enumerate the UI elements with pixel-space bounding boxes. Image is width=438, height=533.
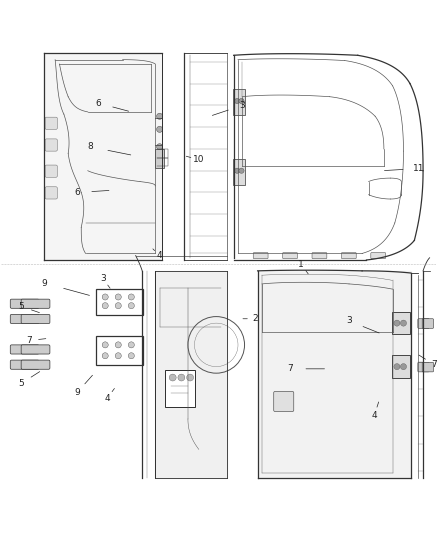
Text: 10: 10 — [193, 155, 205, 164]
Circle shape — [239, 99, 244, 103]
Circle shape — [156, 113, 162, 119]
FancyBboxPatch shape — [165, 370, 195, 407]
Text: 3: 3 — [240, 101, 245, 110]
FancyBboxPatch shape — [422, 362, 434, 372]
Circle shape — [102, 353, 108, 359]
Circle shape — [234, 168, 240, 173]
Circle shape — [400, 320, 406, 326]
Circle shape — [169, 374, 176, 381]
FancyBboxPatch shape — [392, 356, 410, 378]
FancyBboxPatch shape — [274, 391, 294, 411]
FancyBboxPatch shape — [21, 360, 50, 369]
Polygon shape — [155, 271, 227, 478]
Text: 4: 4 — [371, 411, 377, 420]
Circle shape — [234, 99, 240, 103]
Circle shape — [156, 155, 162, 160]
FancyBboxPatch shape — [45, 187, 57, 199]
Text: 5: 5 — [19, 302, 25, 311]
FancyBboxPatch shape — [96, 336, 143, 365]
Text: 7: 7 — [26, 336, 32, 345]
Circle shape — [128, 353, 134, 359]
Text: 7: 7 — [287, 365, 293, 373]
Circle shape — [400, 364, 406, 370]
Text: 1: 1 — [298, 260, 304, 269]
Text: 9: 9 — [41, 279, 47, 287]
FancyBboxPatch shape — [21, 299, 50, 308]
Text: 2: 2 — [253, 314, 258, 323]
Circle shape — [156, 144, 162, 150]
FancyBboxPatch shape — [392, 312, 410, 334]
Text: 8: 8 — [87, 142, 93, 151]
FancyBboxPatch shape — [418, 319, 429, 328]
Circle shape — [394, 320, 400, 326]
Polygon shape — [44, 53, 162, 260]
Text: 4: 4 — [105, 393, 110, 402]
FancyBboxPatch shape — [10, 314, 39, 324]
FancyBboxPatch shape — [10, 345, 39, 354]
Text: 6: 6 — [96, 99, 102, 108]
FancyBboxPatch shape — [21, 345, 50, 354]
FancyBboxPatch shape — [45, 139, 57, 151]
FancyBboxPatch shape — [10, 299, 39, 308]
Circle shape — [102, 294, 108, 300]
FancyBboxPatch shape — [342, 253, 356, 259]
Text: 9: 9 — [74, 388, 80, 397]
Circle shape — [128, 294, 134, 300]
Text: 7: 7 — [431, 360, 437, 369]
Circle shape — [128, 303, 134, 309]
Text: 5: 5 — [19, 378, 25, 387]
FancyBboxPatch shape — [45, 117, 57, 130]
Polygon shape — [258, 271, 411, 478]
FancyBboxPatch shape — [253, 253, 268, 259]
FancyBboxPatch shape — [233, 90, 245, 115]
Text: 3: 3 — [346, 317, 352, 326]
FancyBboxPatch shape — [21, 314, 50, 324]
Text: 11: 11 — [413, 164, 424, 173]
FancyBboxPatch shape — [45, 165, 57, 177]
FancyBboxPatch shape — [233, 159, 245, 184]
Circle shape — [115, 303, 121, 309]
Circle shape — [239, 168, 244, 173]
Circle shape — [394, 364, 400, 370]
FancyBboxPatch shape — [283, 253, 297, 259]
FancyBboxPatch shape — [155, 149, 163, 168]
FancyBboxPatch shape — [10, 360, 39, 369]
Circle shape — [128, 342, 134, 348]
Circle shape — [102, 303, 108, 309]
Text: 3: 3 — [100, 274, 106, 283]
FancyBboxPatch shape — [418, 362, 429, 372]
Text: 6: 6 — [74, 188, 80, 197]
Circle shape — [187, 374, 194, 381]
Text: 4: 4 — [157, 251, 162, 260]
Circle shape — [115, 342, 121, 348]
Circle shape — [156, 126, 162, 132]
Circle shape — [115, 294, 121, 300]
FancyBboxPatch shape — [312, 253, 327, 259]
FancyBboxPatch shape — [371, 253, 385, 259]
FancyBboxPatch shape — [96, 289, 143, 315]
Circle shape — [178, 374, 185, 381]
Circle shape — [115, 353, 121, 359]
Circle shape — [102, 342, 108, 348]
FancyBboxPatch shape — [422, 319, 434, 328]
